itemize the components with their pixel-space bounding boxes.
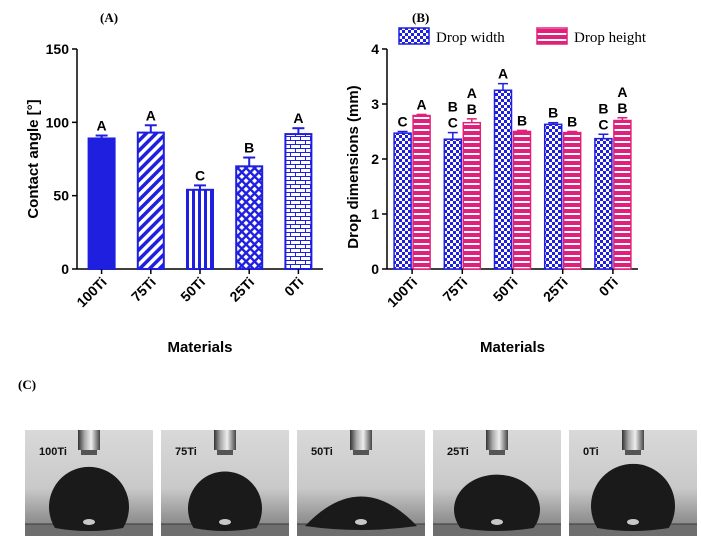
bar xyxy=(87,137,116,270)
y-tick-label: 100 xyxy=(46,114,70,130)
needle-tip xyxy=(217,450,233,455)
droplet-photo: 75Ti xyxy=(161,430,289,536)
photo-label: 50Ti xyxy=(311,446,333,458)
droplet-photo: 0Ti xyxy=(569,430,697,536)
droplet-reflection xyxy=(219,519,231,525)
x-tick-label: 25Ti xyxy=(226,274,257,305)
droplet-reflection xyxy=(627,519,639,525)
significance-letter: A xyxy=(146,107,156,123)
x-tick-label: 100Ti xyxy=(384,274,420,310)
needle-tip xyxy=(489,450,505,455)
bar xyxy=(136,131,165,270)
bar xyxy=(284,133,313,270)
y-tick-label: 150 xyxy=(46,41,70,57)
significance-letter: B xyxy=(467,101,477,117)
x-tick-label: 100Ti xyxy=(73,274,109,310)
photo-label: 0Ti xyxy=(583,446,599,458)
legend-label: Drop width xyxy=(436,30,505,46)
needle-tip xyxy=(353,450,369,455)
legend-swatch xyxy=(536,27,568,45)
significance-letter: B xyxy=(567,114,577,130)
significance-letter: A xyxy=(467,85,477,101)
panel-label-c: (C) xyxy=(18,377,36,392)
y-tick-label: 0 xyxy=(61,261,69,277)
photo-label: 75Ti xyxy=(175,446,197,458)
y-tick-label: 3 xyxy=(371,96,379,112)
bar xyxy=(186,188,214,270)
needle xyxy=(350,430,372,450)
significance-letter: C xyxy=(195,167,205,183)
droplet-photos-panel: (C) 100Ti 75Ti 50Ti 25Ti 0Ti xyxy=(18,377,697,536)
bar xyxy=(412,114,431,270)
significance-letter: B xyxy=(244,140,254,156)
panel-label-a: (A) xyxy=(100,10,118,25)
x-axis-label: Materials xyxy=(480,339,545,356)
needle xyxy=(214,430,236,450)
significance-letter: A xyxy=(293,110,303,126)
significance-letter: C xyxy=(398,114,408,130)
needle xyxy=(78,430,100,450)
droplet xyxy=(48,466,130,531)
significance-letter: C xyxy=(598,116,608,132)
y-tick-label: 50 xyxy=(53,188,69,204)
significance-letter: B xyxy=(548,105,558,121)
significance-letter: A xyxy=(498,66,508,82)
x-tick-label: 50Ti xyxy=(490,274,521,305)
bar xyxy=(543,123,563,270)
x-tick-label: 50Ti xyxy=(177,274,208,305)
drop-dimensions-chart: (B) Drop width Drop height 0 1 2 3 4 Drop dimens… xyxy=(345,10,647,356)
significance-letter: A xyxy=(97,118,107,134)
y-axis-label: Contact angle [°] xyxy=(25,99,42,218)
bar xyxy=(235,165,264,270)
bar xyxy=(393,132,412,270)
droplet-photo: 25Ti xyxy=(433,430,561,536)
significance-letter: B xyxy=(617,100,627,116)
photo-label: 100Ti xyxy=(39,446,67,458)
significance-letter: B xyxy=(448,99,458,115)
bar xyxy=(493,89,513,270)
bar xyxy=(613,119,632,270)
significance-letter: A xyxy=(417,96,427,112)
significance-letter: C xyxy=(448,115,458,131)
photo-label: 25Ti xyxy=(447,446,469,458)
bar xyxy=(562,131,582,270)
needle-tip xyxy=(81,450,97,455)
droplet xyxy=(454,474,540,531)
significance-letter: A xyxy=(617,84,627,100)
y-tick-label: 4 xyxy=(371,41,379,57)
x-tick-label: 0Ti xyxy=(596,274,621,299)
needle xyxy=(486,430,508,450)
bar xyxy=(594,137,613,270)
y-tick-label: 0 xyxy=(371,261,379,277)
bar xyxy=(462,121,482,270)
bar xyxy=(443,138,463,270)
x-tick-label: 75Ti xyxy=(439,274,470,305)
x-tick-label: 25Ti xyxy=(540,274,571,305)
x-tick-label: 75Ti xyxy=(128,274,159,305)
droplet xyxy=(305,496,417,530)
x-tick-label: 0Ti xyxy=(281,274,306,299)
droplet xyxy=(188,471,263,531)
y-tick-label: 1 xyxy=(371,206,379,222)
bar xyxy=(512,130,532,270)
droplet-photo: 100Ti xyxy=(25,430,153,536)
y-tick-label: 2 xyxy=(371,151,379,167)
legend: Drop width Drop height xyxy=(398,27,647,46)
needle-tip xyxy=(625,450,641,455)
droplet-photo: 50Ti xyxy=(297,430,425,536)
significance-letter: B xyxy=(598,100,608,116)
droplet-reflection xyxy=(83,519,95,525)
needle xyxy=(622,430,644,450)
significance-letter: B xyxy=(517,112,527,128)
panel-label-b: (B) xyxy=(412,10,429,25)
legend-label: Drop height xyxy=(574,30,647,46)
x-axis-label: Materials xyxy=(167,339,232,356)
y-axis-label: Drop dimensions (mm) xyxy=(345,85,362,248)
contact-angle-chart: (A) 0 50 100 150 Contact angle [°] Materials A 1… xyxy=(25,10,323,356)
droplet-reflection xyxy=(491,519,503,525)
droplet xyxy=(591,463,675,531)
legend-swatch xyxy=(398,27,430,45)
droplet-reflection xyxy=(355,519,367,525)
